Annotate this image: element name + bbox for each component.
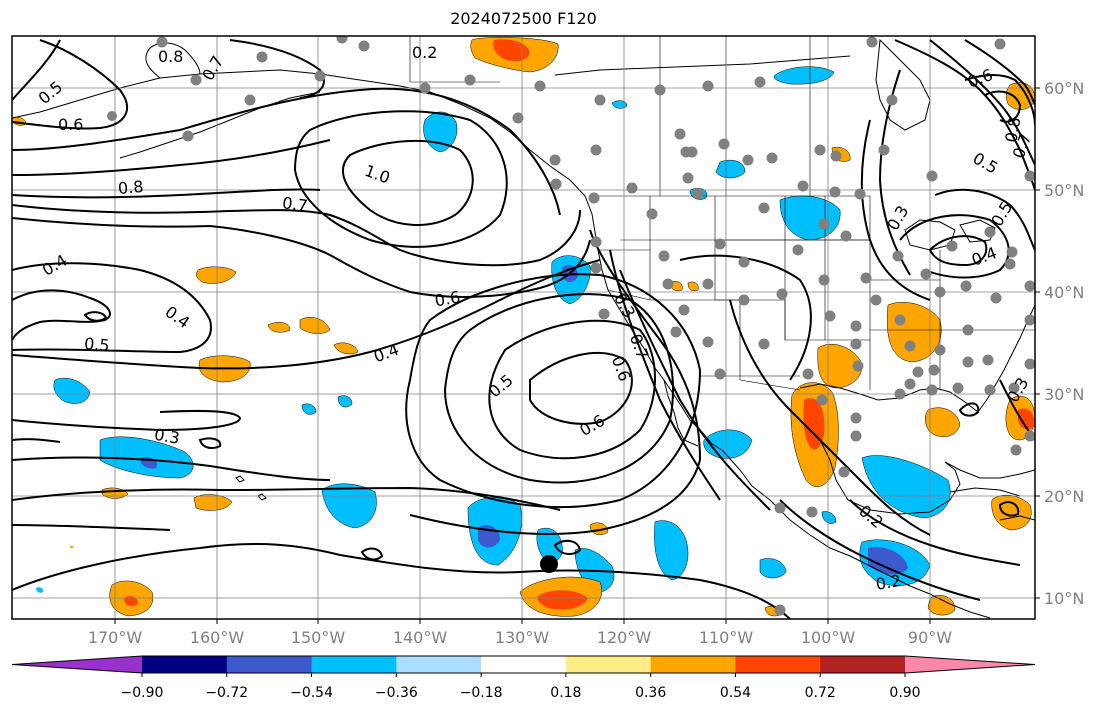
contour-label: 0.3 <box>153 425 181 448</box>
station-markers <box>107 36 1035 616</box>
blue-region <box>774 66 835 85</box>
blue-region <box>53 377 91 404</box>
orange-region <box>196 266 237 284</box>
contour-label: 0.6 <box>58 115 83 134</box>
contour-label: 0.6 <box>433 287 461 310</box>
colorbar-tick-label: −0.54 <box>290 685 333 701</box>
blue-region <box>654 520 689 581</box>
colorbar-segment <box>820 656 906 673</box>
orange-region <box>70 545 74 549</box>
map-panel: 0.2 0.8 0.7 0.5 0.6 0.8 1.0 0.7 0.6 0.4 … <box>12 36 1035 619</box>
colorbar-segment <box>735 656 821 673</box>
colorbar-segment <box>565 656 652 673</box>
colorbar-tick-label: 0.18 <box>550 685 581 701</box>
lon-tick-label: 160°W <box>190 628 245 647</box>
colorbar-segment <box>226 656 313 673</box>
orange-region <box>193 494 233 511</box>
blue-region <box>868 546 908 575</box>
orange-region <box>925 407 961 437</box>
blue-region <box>821 511 837 524</box>
latitude-labels: 60°N 50°N 40°N 30°N 20°N 10°N <box>1044 79 1084 608</box>
orange-region <box>687 281 699 291</box>
colorbar-segment <box>142 656 228 673</box>
longitude-labels: 170°W 160°W 150°W 140°W 130°W 120°W 110°… <box>88 628 952 647</box>
red-region <box>1018 408 1035 430</box>
colorbar-segment <box>481 656 567 673</box>
orange-region <box>333 342 359 355</box>
colorbar-segment <box>650 656 736 673</box>
colorbar-tick-label: −0.18 <box>460 685 503 701</box>
blue-region <box>337 395 353 408</box>
contour-label: 0.5 <box>83 334 110 355</box>
orange-region <box>267 322 291 333</box>
orange-region <box>817 344 862 389</box>
lat-tick-label: 30°N <box>1044 385 1084 404</box>
blue-region <box>321 483 377 529</box>
colorbar-extend-min <box>12 656 142 673</box>
colorbar-extend-max <box>905 656 1035 673</box>
lon-tick-label: 140°W <box>393 628 448 647</box>
tick-marks <box>114 87 1040 624</box>
orange-region <box>927 595 956 616</box>
blue-region <box>301 403 317 415</box>
colorbar-tick-label: 0.90 <box>889 685 920 701</box>
orange-region <box>299 317 331 334</box>
contour-lines <box>12 39 1035 619</box>
map-frame <box>11 35 1036 620</box>
contour-label: 0.2 <box>874 571 902 594</box>
colorbar-tick-label: 0.72 <box>805 685 836 701</box>
red-region <box>124 596 138 606</box>
contour-label: 0.8 <box>117 177 144 198</box>
colorbar-tick-label: −0.90 <box>121 685 164 701</box>
red-region <box>803 398 825 450</box>
blue-region <box>36 587 44 593</box>
contour-label: 0.7 <box>281 193 309 215</box>
map-background <box>12 36 1035 619</box>
blue-region <box>611 100 628 109</box>
colorbar-tick-label: 0.36 <box>635 685 666 701</box>
lon-tick-label: 90°W <box>908 628 952 647</box>
map-title: 2024072500 F120 <box>450 9 597 28</box>
colorbar: −0.90 −0.72 −0.54 −0.36 −0.18 0.18 0.36 0.54 0.7… <box>11 655 1036 701</box>
colorbar-tick-label: −0.36 <box>375 685 418 701</box>
contour-label: 0.2 <box>412 43 437 62</box>
colorbar-tick-label: −0.72 <box>205 685 248 701</box>
lat-tick-label: 60°N <box>1044 79 1084 98</box>
gridlines <box>12 36 1035 619</box>
blue-region <box>759 558 787 579</box>
colorbar-segment <box>396 656 482 673</box>
red-region <box>537 590 588 610</box>
lon-tick-label: 130°W <box>495 628 550 647</box>
lon-tick-label: 150°W <box>291 628 346 647</box>
lon-tick-label: 120°W <box>597 628 652 647</box>
blue-region <box>536 527 563 563</box>
contour-label: 0.8 <box>1001 116 1024 144</box>
lat-tick-label: 50°N <box>1044 181 1084 200</box>
red-region <box>493 39 530 62</box>
lon-tick-label: 170°W <box>88 628 143 647</box>
lat-tick-label: 10°N <box>1044 589 1084 608</box>
selected-point-marker <box>540 555 558 573</box>
lat-tick-label: 40°N <box>1044 283 1084 302</box>
political-borders <box>409 36 1035 391</box>
blue-region <box>861 455 951 519</box>
lon-tick-label: 100°W <box>801 628 856 647</box>
contour-label: 0.8 <box>158 47 183 66</box>
lat-tick-label: 20°N <box>1044 487 1084 506</box>
blue-region <box>715 159 746 179</box>
lon-tick-label: 110°W <box>699 628 754 647</box>
colorbar-tick-label: 0.54 <box>720 685 751 701</box>
colorbar-segment <box>311 656 397 673</box>
